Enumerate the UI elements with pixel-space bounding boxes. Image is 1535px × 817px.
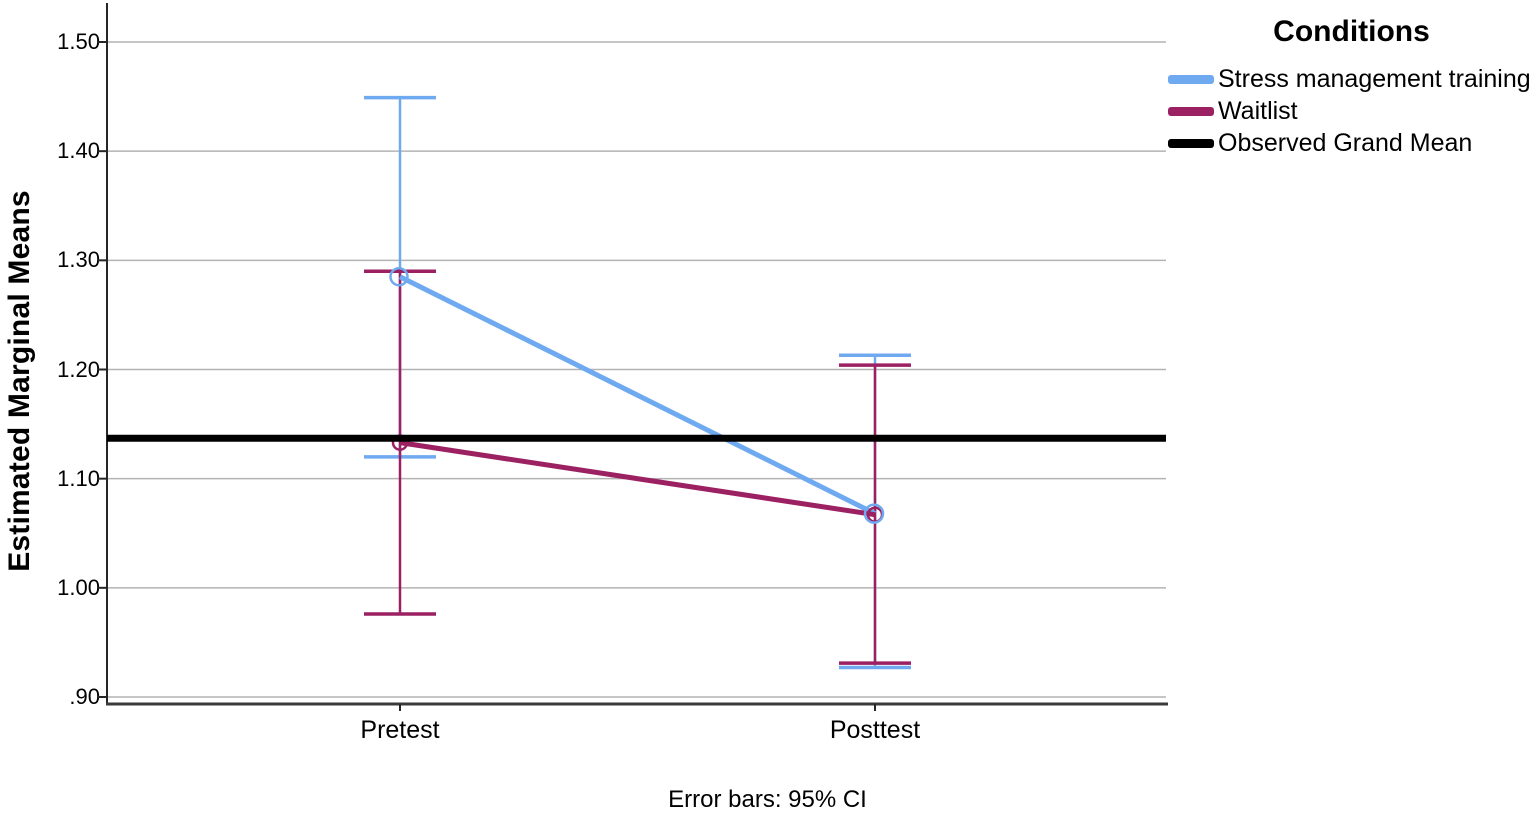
data-point-marker [863,503,885,524]
y-tick-label: 1.00 [57,574,100,600]
legend-entries: Stress management training Waitlist Observ… [1168,63,1535,159]
legend-entry-label: Waitlist [1218,97,1298,125]
legend-entry: Observed Grand Mean [1168,127,1535,159]
x-category-label: Posttest [829,716,921,744]
y-tick-label: 1.40 [57,138,100,164]
legend-title: Conditions [1273,15,1430,48]
error-bars-caption: Error bars: 95% CI [668,786,867,813]
legend-entry: Stress management training [1168,63,1535,95]
y-tick-label: .90 [69,684,100,709]
legend-swatch [1168,106,1214,116]
data-point-marker [389,266,409,287]
legend-entry-label: Observed Grand Mean [1218,129,1473,157]
y-tick-label: 1.20 [57,356,100,382]
series-line [398,274,877,516]
legend-swatch [1168,74,1214,84]
legend-entry-label: Stress management training [1218,65,1531,93]
legend: Conditions Stress management training Wai… [1168,14,1535,159]
y-tick-label: 1.10 [57,465,100,491]
series-line [399,440,876,518]
legend-entry: Waitlist [1168,95,1535,127]
x-category-label: Pretest [360,716,440,744]
y-tick-label: 1.30 [57,247,100,273]
y-tick-label: 1.50 [57,29,100,54]
legend-swatch [1168,138,1214,148]
